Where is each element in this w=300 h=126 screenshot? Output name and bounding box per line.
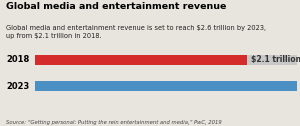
Text: 2018: 2018 (6, 55, 29, 64)
Text: Global media and entertainment revenue is set to reach $2.6 trillion by 2023,
up: Global media and entertainment revenue i… (6, 25, 266, 39)
Bar (34, 81, 297, 91)
Text: 2023: 2023 (6, 82, 29, 91)
Text: Source: “Getting personal: Putting the rein entertainment and media,” PwC, 2019: Source: “Getting personal: Putting the r… (6, 120, 222, 125)
Text: Global media and entertainment revenue: Global media and entertainment revenue (6, 2, 226, 11)
Bar (34, 55, 297, 65)
Text: $2.1 trillion: $2.1 trillion (250, 55, 300, 64)
Bar (34, 81, 297, 91)
Bar (34, 55, 247, 65)
